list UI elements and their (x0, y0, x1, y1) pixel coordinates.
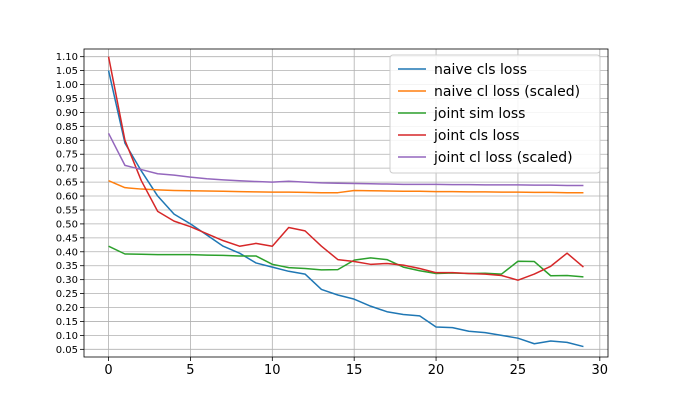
legend-box (389, 54, 601, 174)
y-tick-label: 0.70 (56, 164, 78, 175)
series-line-joint-cl-loss-scaled (107, 132, 584, 187)
series-line-naive-cl-loss-scaled (108, 180, 584, 194)
y-tick-label: 1.00 (56, 80, 78, 91)
y-tick-label: 0.50 (56, 219, 78, 230)
legend-label: naive cl loss (scaled) (434, 84, 580, 100)
y-tick-label: 0.90 (56, 108, 78, 119)
x-tick-label: 0 (104, 363, 112, 378)
legend-label: naive cls loss (434, 62, 527, 78)
y-tick-label: 0.95 (56, 94, 78, 105)
series-lines (107, 56, 584, 348)
y-tick-label: 0.55 (56, 205, 78, 216)
plot-frame (83, 48, 609, 358)
y-tick-label: 0.05 (56, 345, 78, 356)
series-line-joint-sim-loss (108, 245, 584, 278)
series-line-naive-cls-loss (107, 70, 584, 348)
y-tick-label: 0.85 (56, 122, 78, 133)
legend-label: joint sim loss (433, 106, 525, 122)
y-tick-label: 1.10 (56, 52, 78, 63)
legend: naive cls loss naive cl loss (scaled) join… (389, 54, 601, 174)
legend-label: joint cl loss (scaled) (433, 150, 573, 166)
x-tick-label: 5 (186, 363, 194, 378)
y-tick-label: 0.45 (56, 233, 78, 244)
x-tick-label: 30 (592, 363, 609, 378)
y-tick-label: 0.10 (56, 331, 78, 342)
series-line-joint-cls-loss (107, 56, 584, 281)
axes: 0 5 10 15 20 25 30 0.05 0.10 0.15 0.20 0.25 0.30 0.35… (56, 52, 608, 378)
x-tick-label: 20 (428, 363, 445, 378)
x-tick-label: 10 (264, 363, 281, 378)
y-tick-label: 0.30 (56, 275, 78, 286)
legend-label: joint cls loss (433, 128, 520, 144)
x-tick-label: 25 (510, 363, 527, 378)
y-tick-label: 0.25 (56, 289, 78, 300)
y-tick-label: 0.75 (56, 150, 78, 161)
y-tick-label: 0.35 (56, 261, 78, 272)
y-tick-label: 0.40 (56, 247, 78, 258)
y-tick-label: 0.15 (56, 317, 78, 328)
x-tick-label: 15 (346, 363, 363, 378)
y-tick-label: 0.65 (56, 178, 78, 189)
y-tick-label: 1.05 (56, 66, 78, 77)
y-tick-label: 0.80 (56, 136, 78, 147)
y-tick-label: 0.20 (56, 303, 78, 314)
y-tick-label: 0.60 (56, 192, 78, 203)
